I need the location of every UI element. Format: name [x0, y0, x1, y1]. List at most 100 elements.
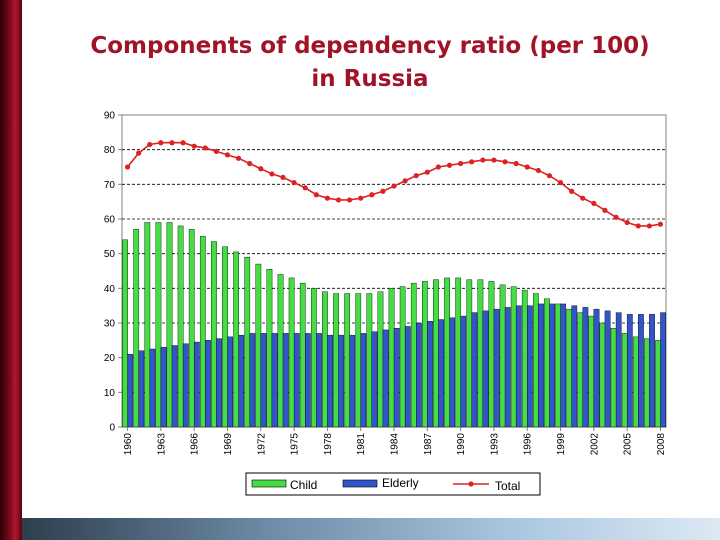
point-total-1960	[124, 164, 131, 170]
bar-child-2003	[599, 322, 606, 428]
bar-child-1963	[155, 222, 162, 428]
bar-elderly-1969	[227, 336, 233, 428]
bar-child-1998	[544, 298, 550, 428]
x-tick-label: 1969	[223, 433, 234, 456]
bar-elderly-1979	[338, 334, 345, 428]
point-total-1974	[280, 174, 286, 180]
bar-child-1985	[399, 286, 406, 428]
point-total-1966	[191, 143, 197, 149]
point-total-1977	[313, 192, 319, 198]
bar-elderly-1991	[471, 312, 478, 428]
point-total-1964	[169, 140, 175, 146]
bar-child-1977	[310, 288, 317, 428]
bar-child-1970	[233, 251, 239, 428]
bar-child-2004	[610, 328, 617, 428]
bar-elderly-1993	[493, 308, 500, 428]
bar-elderly-1963	[160, 347, 167, 428]
bar-elderly-2006	[638, 314, 644, 428]
point-total-2005	[624, 219, 630, 226]
bar-child-1986	[410, 282, 417, 428]
point-total-2001	[580, 195, 586, 201]
slide-title: Components of dependency ratio (per 100)…	[40, 30, 700, 96]
point-total-1980	[346, 197, 353, 203]
bar-elderly-1996	[527, 305, 533, 428]
y-tick-label: 80	[104, 145, 116, 156]
y-tick-label: 0	[109, 423, 115, 434]
bar-child-1965	[177, 225, 184, 428]
bar-child-1973	[266, 269, 273, 428]
slide-title-line2: in Russia	[311, 66, 429, 92]
bar-elderly-1992	[482, 310, 489, 428]
bar-child-1961	[133, 229, 140, 428]
bar-child-1987	[421, 281, 428, 428]
y-tick-label: 10	[104, 388, 116, 399]
total-line-group	[124, 140, 664, 229]
bar-child-1962	[144, 222, 151, 428]
bar-elderly-1977	[316, 333, 322, 428]
point-total-1968	[213, 148, 219, 154]
bar-elderly-1986	[416, 322, 422, 428]
bar-elderly-1982	[371, 331, 378, 428]
bar-child-1994	[499, 284, 506, 428]
bar-elderly-1989	[449, 317, 456, 428]
bar-elderly-1998	[549, 303, 555, 428]
point-total-1971	[247, 160, 253, 167]
bar-elderly-1985	[404, 326, 411, 428]
bar-elderly-1962	[149, 348, 156, 428]
bar-elderly-1984	[393, 328, 400, 428]
point-total-2000	[569, 188, 575, 194]
x-tick-label: 2005	[623, 433, 634, 456]
bar-child-1969	[222, 246, 228, 428]
y-tick-label: 70	[104, 180, 116, 191]
bar-child-2005	[621, 333, 628, 428]
bar-elderly-1994	[504, 307, 511, 428]
point-total-2003	[602, 207, 608, 213]
left-decor-bar	[0, 0, 22, 540]
point-total-1999	[557, 180, 564, 186]
bar-child-2000	[566, 308, 573, 428]
y-tick-label: 20	[104, 353, 116, 364]
legend-child-label: Child	[290, 478, 317, 492]
point-total-2007	[646, 223, 652, 229]
slide-title-line1: Components of dependency ratio (per 100)	[90, 33, 650, 59]
bar-elderly-1980	[349, 334, 356, 428]
bar-child-1971	[244, 256, 251, 428]
x-tick-label: 1987	[423, 433, 434, 456]
x-tick-label: 1975	[290, 433, 301, 456]
point-total-1963	[158, 140, 164, 146]
bar-child-2007	[644, 338, 650, 428]
bar-child-1993	[488, 281, 495, 428]
bar-elderly-1999	[560, 303, 567, 428]
x-axis: 1960 1963 1966 1969 1972 1975 1978 1981 1984 1987…	[123, 427, 667, 455]
legend-elderly-label: Elderly	[382, 476, 419, 490]
point-total-1989	[446, 162, 453, 168]
bar-child-1980	[344, 293, 351, 428]
bar-child-1975	[288, 277, 295, 428]
legend-child-swatch	[251, 479, 287, 488]
point-total-1961	[136, 150, 142, 156]
point-total-1995	[513, 160, 519, 167]
x-tick-label: 1981	[356, 433, 367, 456]
bar-elderly-1981	[360, 333, 367, 428]
bar-child-2001	[577, 312, 584, 428]
bar-elderly-2007	[649, 314, 655, 428]
point-total-2004	[613, 214, 619, 220]
bar-elderly-1976	[304, 333, 311, 428]
point-total-1988	[435, 164, 442, 170]
bar-child-1960	[122, 239, 128, 428]
bar-child-1982	[366, 293, 373, 428]
bar-elderly-1997	[538, 303, 544, 428]
legend-total-marker	[468, 481, 474, 487]
bar-elderly-1988	[438, 319, 444, 428]
bar-elderly-1972	[260, 333, 267, 428]
y-tick-label: 40	[104, 284, 116, 295]
y-tick-label: 60	[104, 215, 116, 226]
bar-child-1978	[322, 291, 328, 428]
bar-child-1972	[255, 263, 262, 428]
x-tick-label: 1963	[156, 433, 167, 456]
bar-child-1983	[377, 291, 384, 428]
bar-child-1991	[466, 279, 473, 428]
bar-child-1997	[533, 293, 539, 428]
bar-child-1976	[299, 282, 306, 428]
